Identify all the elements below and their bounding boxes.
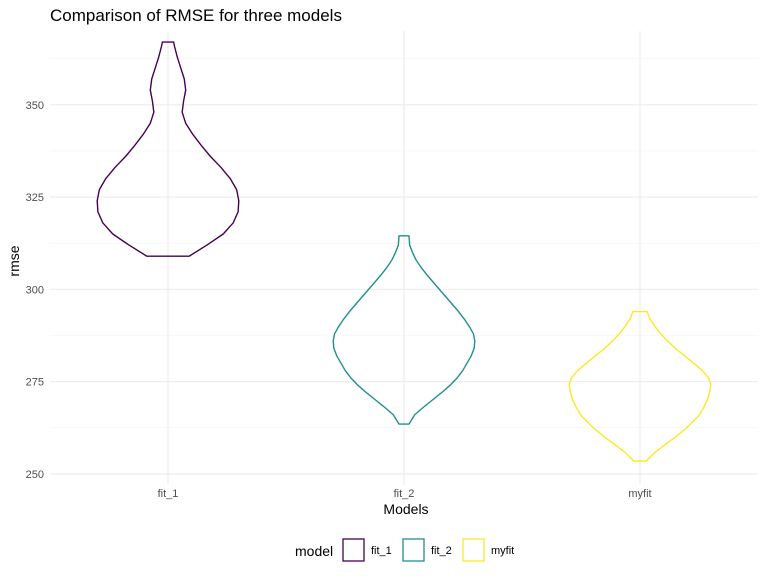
gridlines bbox=[50, 31, 758, 485]
x-tick-label: fit_1 bbox=[158, 488, 179, 500]
x-axis-ticks: fit_1 fit_2 myfit bbox=[158, 488, 652, 500]
x-tick-label: fit_2 bbox=[394, 488, 415, 500]
violin-fit_2 bbox=[332, 235, 476, 425]
legend-label-fit_1: fit_1 bbox=[371, 545, 392, 557]
violin-fit_1 bbox=[96, 41, 240, 257]
x-axis-title: Models bbox=[383, 501, 428, 517]
legend-title: model bbox=[295, 543, 333, 559]
y-tick-label: 275 bbox=[26, 377, 44, 389]
y-tick-label: 300 bbox=[26, 284, 44, 296]
y-tick-label: 350 bbox=[26, 100, 44, 112]
legend-key-fit_2 bbox=[402, 538, 425, 562]
violins bbox=[96, 41, 712, 462]
legend-key-myfit bbox=[462, 538, 485, 562]
y-axis-ticks: 250 275 300 325 350 bbox=[26, 100, 44, 481]
chart-title: Comparison of RMSE for three models bbox=[50, 6, 342, 25]
legend-label-fit_2: fit_2 bbox=[431, 545, 452, 557]
x-tick-label: myfit bbox=[628, 488, 651, 500]
legend-key-fit_1 bbox=[342, 538, 365, 562]
y-tick-label: 250 bbox=[26, 469, 44, 481]
violin-myfit bbox=[568, 310, 712, 462]
legend: model fit_1 fit_2 myfit bbox=[295, 538, 514, 562]
y-tick-label: 325 bbox=[26, 192, 44, 204]
legend-label-myfit: myfit bbox=[491, 545, 514, 557]
y-axis-title: rmse bbox=[6, 245, 22, 276]
